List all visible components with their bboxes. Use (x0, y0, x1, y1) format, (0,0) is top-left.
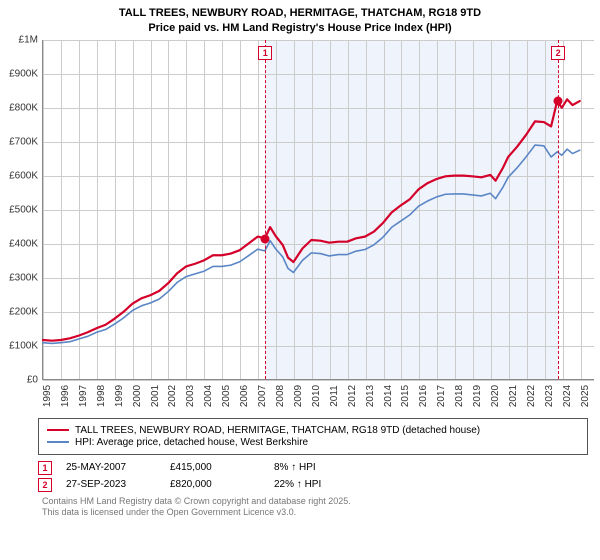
y-tick-label: £900K (9, 68, 38, 79)
sale-date: 27-SEP-2023 (66, 479, 156, 490)
legend-label-price: TALL TREES, NEWBURY ROAD, HERMITAGE, THA… (75, 425, 480, 436)
x-tick-label: 2019 (472, 385, 483, 407)
x-tick-label: 2007 (257, 385, 268, 407)
x-tick-label: 1999 (114, 385, 125, 407)
plot-area: 12 (42, 40, 594, 380)
legend-swatch-price (47, 429, 69, 431)
y-tick-label: £600K (9, 170, 38, 181)
y-tick-label: £200K (9, 306, 38, 317)
y-axis: £0 £100K £200K £300K £400K £500K £600K £700K £80… (0, 40, 42, 410)
table-row: 2 27-SEP-2023 £820,000 22% ↑ HPI (38, 478, 588, 492)
x-tick-label: 2016 (418, 385, 429, 407)
x-tick-label: 2015 (400, 385, 411, 407)
sale-pct: 22% ↑ HPI (274, 479, 364, 490)
y-tick-label: £500K (9, 204, 38, 215)
x-tick-label: 2008 (275, 385, 286, 407)
x-tick-label: 2004 (203, 385, 214, 407)
x-tick-label: 2000 (132, 385, 143, 407)
x-tick-label: 2025 (580, 385, 591, 407)
x-tick-label: 2005 (221, 385, 232, 407)
y-tick-label: £700K (9, 136, 38, 147)
legend-swatch-hpi (47, 441, 69, 443)
x-tick-label: 2018 (454, 385, 465, 407)
x-tick-label: 1995 (42, 385, 53, 407)
x-tick-label: 2013 (365, 385, 376, 407)
chart-area: £0 £100K £200K £300K £400K £500K £600K £700K £80… (0, 40, 600, 410)
sale-vline (265, 40, 266, 379)
sale-index-1: 1 (38, 461, 52, 475)
sale-point-marker (554, 96, 563, 105)
legend-row-price: TALL TREES, NEWBURY ROAD, HERMITAGE, THA… (47, 425, 579, 436)
sale-index-2: 2 (38, 478, 52, 492)
footnote: Contains HM Land Registry data © Crown c… (42, 496, 588, 519)
y-tick-label: £300K (9, 272, 38, 283)
sale-vline (558, 40, 559, 379)
x-tick-label: 2023 (544, 385, 555, 407)
x-tick-label: 2003 (185, 385, 196, 407)
footnote-line-1: Contains HM Land Registry data © Crown c… (42, 496, 588, 508)
sales-table: 1 25-MAY-2007 £415,000 8% ↑ HPI 2 27-SEP… (38, 461, 588, 492)
x-tick-label: 1996 (60, 385, 71, 407)
x-tick-label: 2002 (167, 385, 178, 407)
chart-title: TALL TREES, NEWBURY ROAD, HERMITAGE, THA… (0, 0, 600, 40)
x-tick-label: 2017 (436, 385, 447, 407)
sale-price: £415,000 (170, 462, 260, 473)
x-axis: 1995 1996 1997 1998 1999 2000 2001 2002 2003 2004… (42, 380, 594, 410)
x-tick-label: 2022 (526, 385, 537, 407)
x-tick-label: 1998 (96, 385, 107, 407)
footnote-line-2: This data is licensed under the Open Gov… (42, 507, 588, 519)
y-tick-label: £400K (9, 238, 38, 249)
x-tick-label: 2010 (311, 385, 322, 407)
x-tick-label: 2014 (383, 385, 394, 407)
sale-marker-label: 2 (551, 46, 565, 60)
sale-marker-label: 1 (258, 46, 272, 60)
legend-row-hpi: HPI: Average price, detached house, West… (47, 437, 579, 448)
x-tick-label: 1997 (78, 385, 89, 407)
x-tick-label: 2021 (508, 385, 519, 407)
x-tick-label: 2001 (150, 385, 161, 407)
x-tick-label: 2024 (562, 385, 573, 407)
legend: TALL TREES, NEWBURY ROAD, HERMITAGE, THA… (38, 418, 588, 455)
table-row: 1 25-MAY-2007 £415,000 8% ↑ HPI (38, 461, 588, 475)
sale-pct: 8% ↑ HPI (274, 462, 364, 473)
x-tick-label: 2012 (347, 385, 358, 407)
x-tick-label: 2006 (239, 385, 250, 407)
y-tick-label: £0 (27, 374, 38, 385)
y-tick-label: £800K (9, 102, 38, 113)
y-tick-label: £100K (9, 340, 38, 351)
x-tick-label: 2020 (490, 385, 501, 407)
title-line-1: TALL TREES, NEWBURY ROAD, HERMITAGE, THA… (8, 6, 592, 21)
chart-lines (43, 40, 594, 379)
sale-point-marker (261, 234, 270, 243)
x-tick-label: 2009 (293, 385, 304, 407)
x-tick-label: 2011 (329, 385, 340, 407)
y-tick-label: £1M (19, 34, 38, 45)
sale-price: £820,000 (170, 479, 260, 490)
sale-date: 25-MAY-2007 (66, 462, 156, 473)
legend-label-hpi: HPI: Average price, detached house, West… (75, 437, 308, 448)
title-line-2: Price paid vs. HM Land Registry's House … (8, 21, 592, 36)
